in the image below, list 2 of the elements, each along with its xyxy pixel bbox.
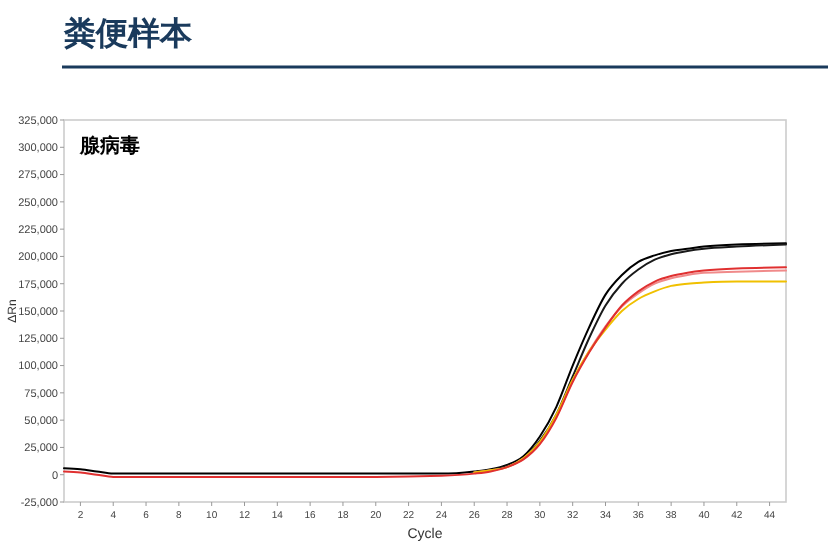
chart-title: 粪便样本	[62, 16, 194, 52]
text: 腺病毒	[78, 134, 140, 158]
